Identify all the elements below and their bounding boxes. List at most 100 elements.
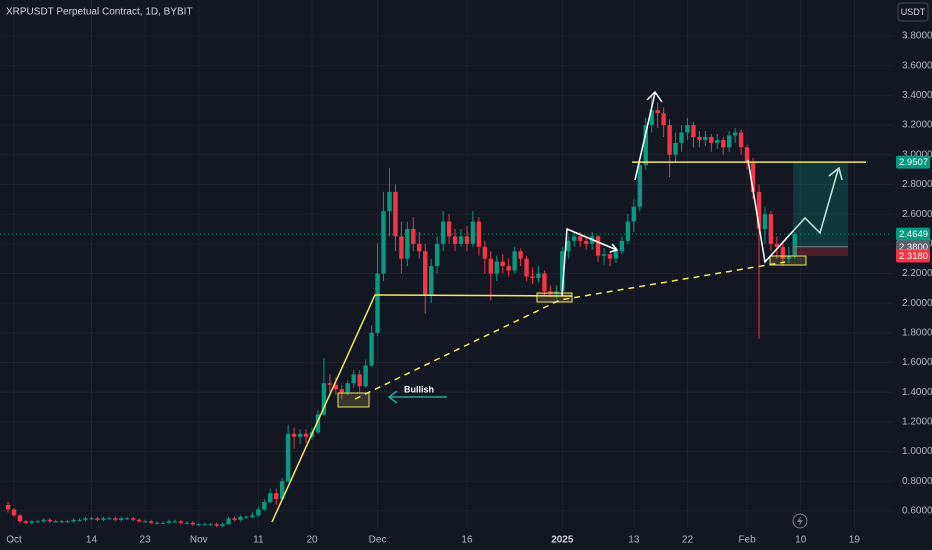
candle-body xyxy=(560,251,565,292)
candle-body xyxy=(136,519,142,522)
candle-body xyxy=(101,518,106,520)
time-axis xyxy=(0,529,932,550)
y-tick-label: 1.2000 xyxy=(902,417,932,428)
price-tag-label: 2.3800 xyxy=(899,242,928,253)
y-tick-label: 2.6000 xyxy=(902,209,932,220)
candle-body xyxy=(77,519,82,521)
stop-zone xyxy=(793,246,848,256)
candle-body xyxy=(17,515,23,522)
candle-body xyxy=(262,502,267,510)
candle-body xyxy=(530,276,535,278)
candle-body xyxy=(756,191,762,229)
candle-body xyxy=(285,433,291,482)
candle-body xyxy=(411,228,416,244)
candle-body xyxy=(184,522,190,524)
x-tick-label: 14 xyxy=(86,535,98,546)
candle-body xyxy=(142,521,148,523)
candle-body xyxy=(95,518,100,520)
candle-body xyxy=(738,132,744,148)
candle-body xyxy=(369,332,374,366)
candle-body xyxy=(679,132,684,143)
candle-body xyxy=(429,266,434,296)
candle-body xyxy=(327,383,333,385)
candle-body xyxy=(607,254,613,259)
y-tick-label: 1.8000 xyxy=(902,327,932,338)
currency-label[interactable]: USDT xyxy=(901,7,926,17)
path-arrow xyxy=(634,92,656,181)
arrow-head xyxy=(646,90,663,103)
candle-body xyxy=(208,524,213,526)
x-tick-label: 19 xyxy=(849,535,861,546)
candle-body xyxy=(691,125,696,137)
candle-body xyxy=(399,236,404,259)
arrow-head xyxy=(828,166,843,181)
dashed-trend-line xyxy=(354,261,786,400)
candle-body xyxy=(131,518,136,520)
y-tick-label: 2.8000 xyxy=(902,179,932,190)
price-tag xyxy=(896,155,930,169)
y-tick-label: 2.0000 xyxy=(902,298,932,309)
candle-body xyxy=(750,162,756,192)
candle-body xyxy=(274,493,279,500)
lightning-icon[interactable] xyxy=(792,513,808,529)
y-tick-label: 3.8000 xyxy=(902,31,932,42)
candle-body xyxy=(464,236,470,244)
candle-body xyxy=(619,240,625,252)
candle-body xyxy=(29,521,35,523)
candle-body xyxy=(5,504,11,510)
candle-body xyxy=(113,518,118,520)
candle-body xyxy=(774,243,780,247)
candle-body xyxy=(160,522,166,524)
candle-body xyxy=(548,291,553,293)
x-tick-label: 2025 xyxy=(551,535,574,546)
y-tick-label: 1.4000 xyxy=(902,387,932,398)
path-arrow xyxy=(561,227,618,297)
chart-title: XRPUSDT Perpetual Contract, 1D, BYBIT xyxy=(6,7,193,18)
candle-body xyxy=(417,243,422,252)
candle-body xyxy=(125,518,130,520)
candle-body xyxy=(244,516,249,518)
candle-body xyxy=(625,221,631,241)
candle-body xyxy=(345,383,350,393)
y-tick-label: 3.4000 xyxy=(902,90,932,101)
candle-body xyxy=(744,147,750,163)
candle-body xyxy=(667,125,672,155)
candle-body xyxy=(250,515,255,517)
x-tick-label: 16 xyxy=(461,535,473,546)
candle-body xyxy=(673,142,678,155)
candle-body xyxy=(566,240,571,252)
candles xyxy=(5,95,797,528)
candle-body xyxy=(727,135,732,148)
price-tag-label: 2.4649 xyxy=(899,229,928,240)
candle-body xyxy=(315,414,321,433)
candle-body xyxy=(53,521,58,523)
candle-body xyxy=(41,519,46,522)
currency-button[interactable] xyxy=(897,2,929,22)
candle-body xyxy=(601,254,607,256)
candle-body xyxy=(613,251,619,259)
candle-body xyxy=(297,433,303,437)
lightning-glyph xyxy=(797,516,803,526)
candle-body xyxy=(387,191,392,212)
candle-body xyxy=(214,524,219,526)
grid xyxy=(0,0,892,528)
candle-body xyxy=(375,273,380,333)
x-tick-label: 13 xyxy=(628,535,640,546)
candle-body xyxy=(643,125,648,166)
candle-body xyxy=(572,236,577,241)
candle-body xyxy=(339,389,344,393)
arrow-head xyxy=(387,390,398,404)
candle-body xyxy=(333,384,339,390)
candle-body xyxy=(220,524,225,526)
candle-body xyxy=(780,246,786,259)
candle-body xyxy=(637,165,642,207)
candle-body xyxy=(35,521,41,523)
path-arrow xyxy=(747,159,839,264)
x-tick-label: 11 xyxy=(253,535,264,546)
candle-body xyxy=(595,236,601,256)
candle-body xyxy=(709,136,714,143)
candle-body xyxy=(83,518,88,520)
annotation-label: Bullish xyxy=(404,384,434,394)
